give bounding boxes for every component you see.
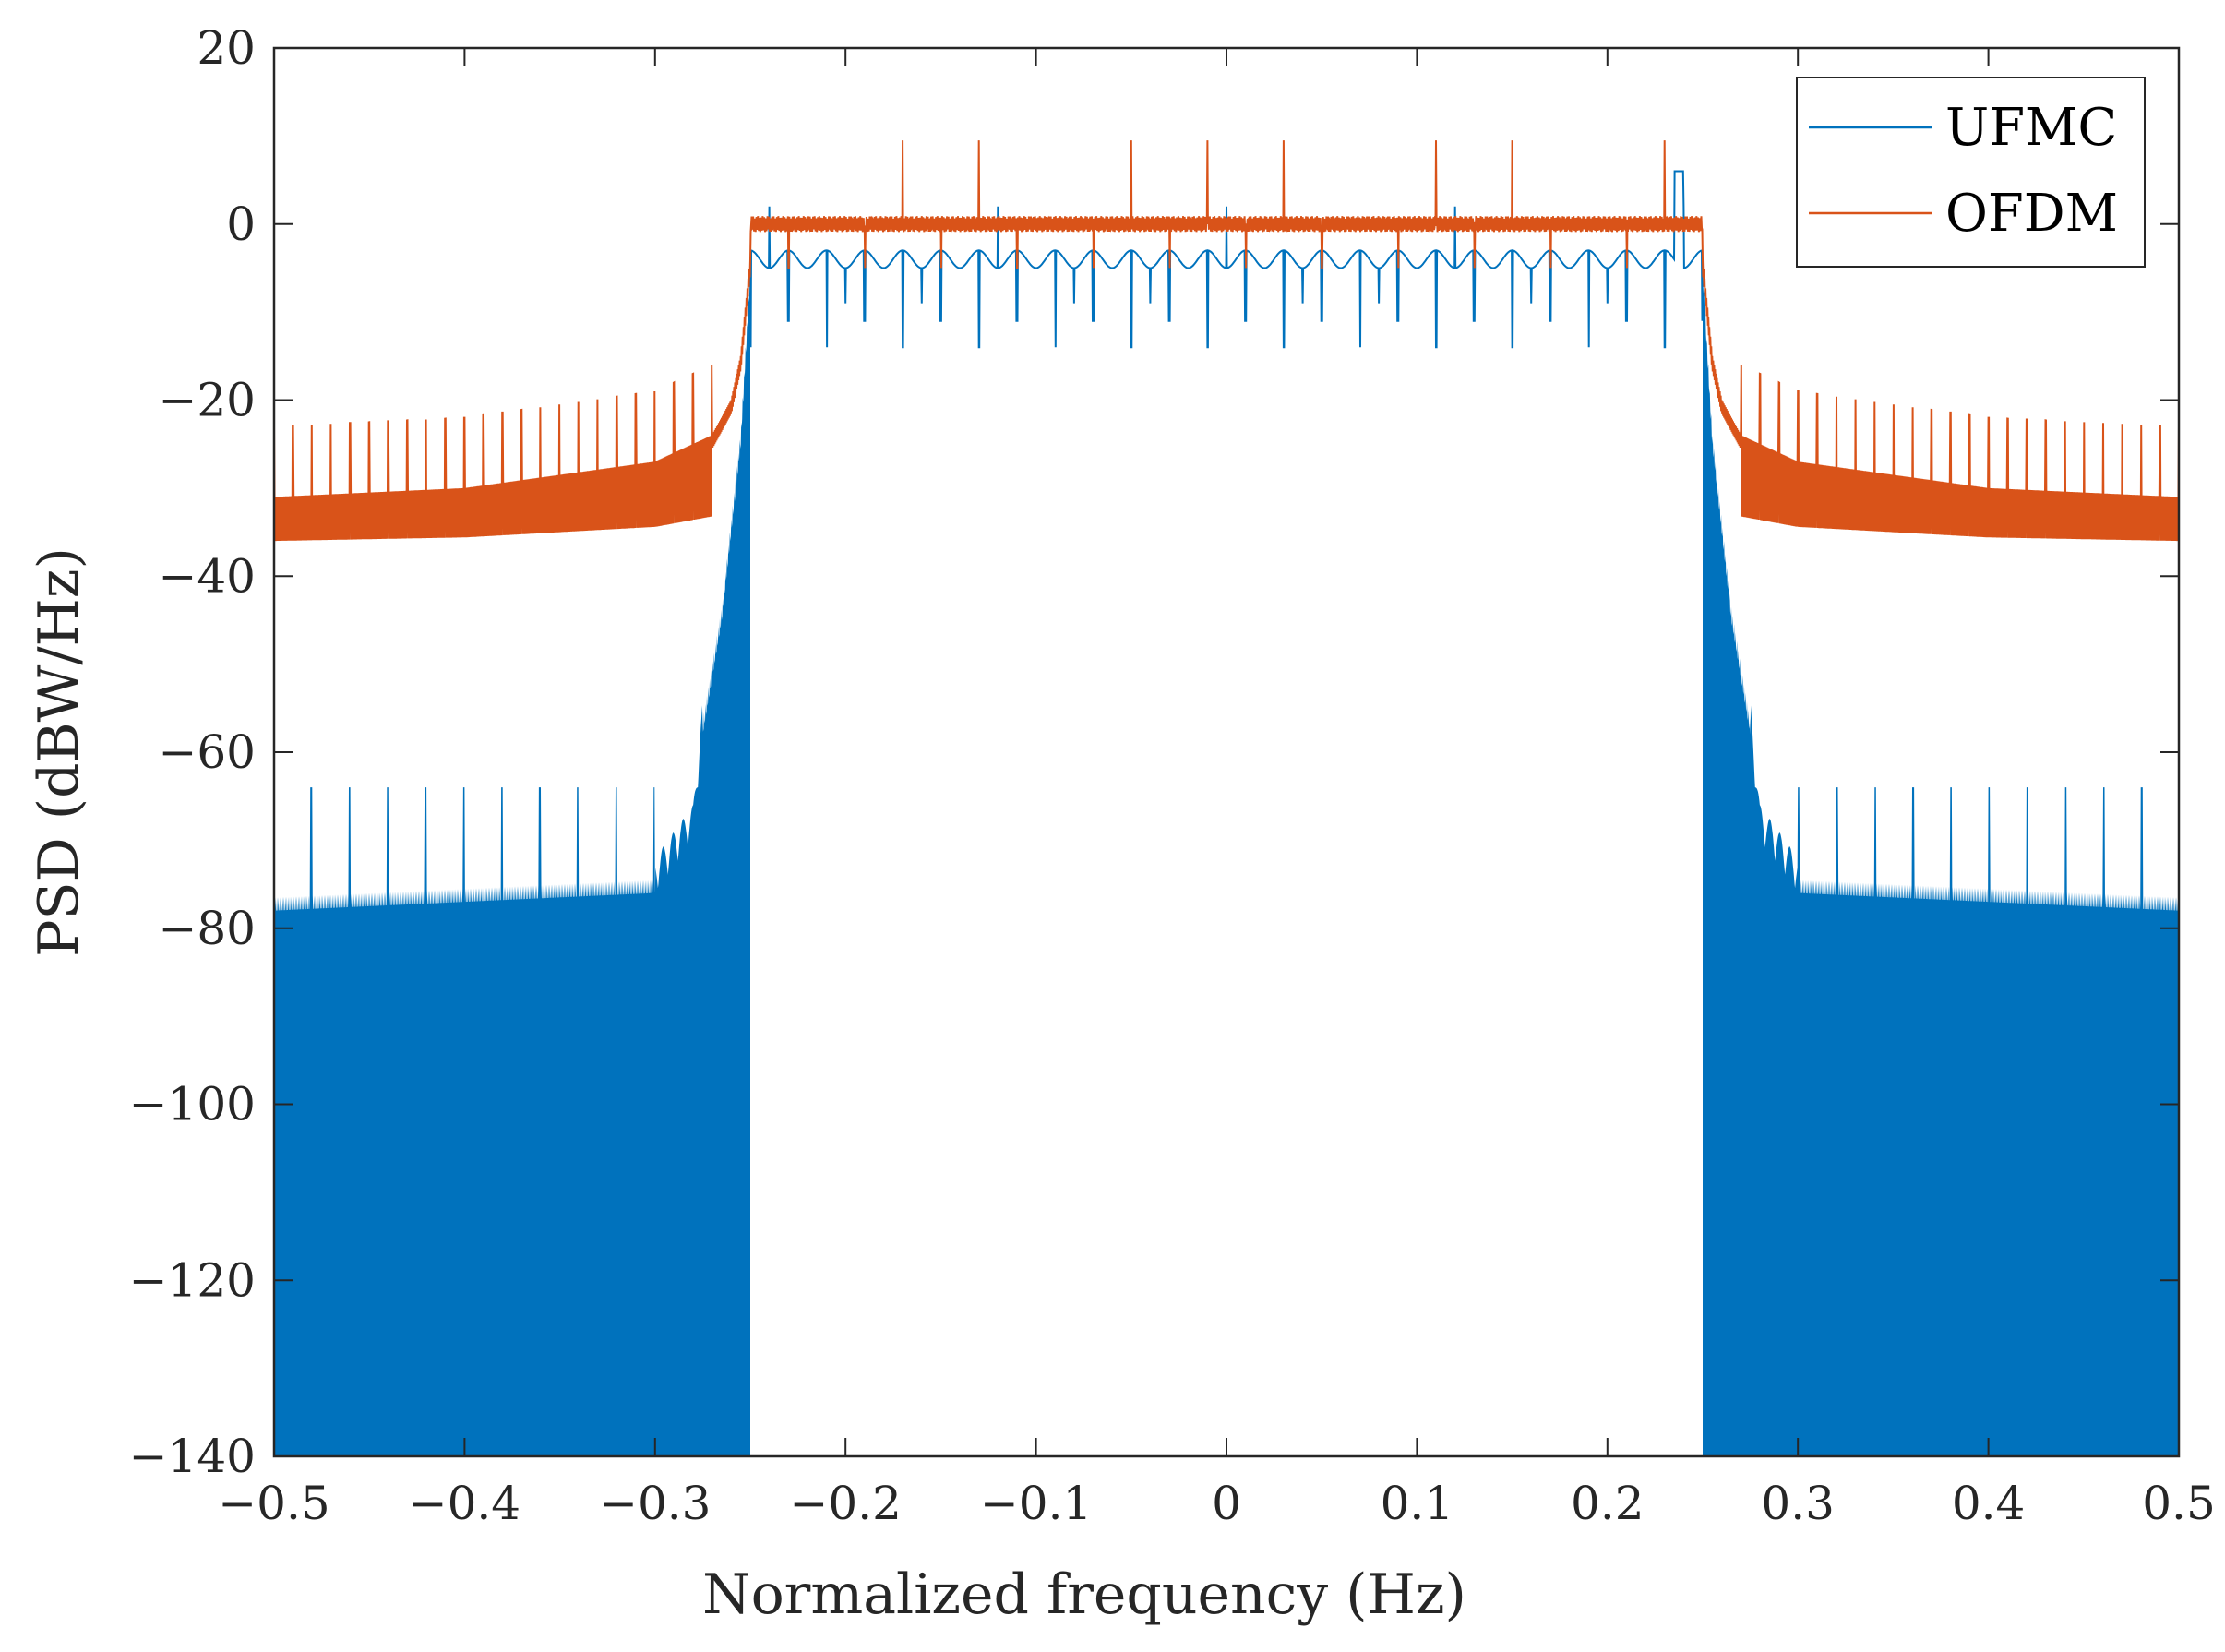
series-ofdm-line xyxy=(274,140,2179,542)
legend-ofdm-label: OFDM xyxy=(1945,184,2118,244)
y-axis: 20 0 −20 −40 −60 −80 −100 −120 −140 xyxy=(129,21,2179,1483)
legend: UFMC OFDM xyxy=(1796,77,2146,268)
y-tick-label: −100 xyxy=(129,1078,256,1131)
x-tick-label: −0.1 xyxy=(980,1477,1092,1530)
y-axis-label: PSD (dBW/Hz) xyxy=(27,547,91,957)
y-tick-label: −120 xyxy=(129,1253,256,1307)
x-tick-label: −0.5 xyxy=(218,1477,329,1530)
x-tick-label: 0.4 xyxy=(1952,1477,2026,1530)
x-tick-label: −0.4 xyxy=(409,1477,520,1530)
y-tick-label: −80 xyxy=(158,902,256,955)
series-ufmc-outband-fill xyxy=(274,263,2179,1456)
x-axis-label: Normalized frequency (Hz) xyxy=(702,1562,1466,1627)
series-ufmc-line xyxy=(749,170,1704,349)
y-tick-label: −20 xyxy=(158,374,256,427)
x-tick-label: 0.5 xyxy=(2142,1477,2216,1530)
x-tick-label: 0.3 xyxy=(1761,1477,1835,1530)
legend-ufmc-label: UFMC xyxy=(1945,98,2117,158)
x-tick-label: 0.1 xyxy=(1381,1477,1454,1530)
x-tick-label: −0.2 xyxy=(789,1477,901,1530)
x-tick-label: −0.3 xyxy=(599,1477,711,1530)
x-axis: −0.5 −0.4 −0.3 −0.2 −0.1 0 0.1 0.2 0.3 0.4 0.5 xyxy=(218,48,2216,1530)
x-tick-label: 0.2 xyxy=(1571,1477,1645,1530)
y-tick-label: −140 xyxy=(129,1430,256,1483)
y-tick-label: −60 xyxy=(158,725,256,779)
x-tick-label: 0 xyxy=(1212,1477,1241,1530)
legend-box xyxy=(1796,77,2146,268)
y-tick-label: 0 xyxy=(226,198,256,251)
y-tick-label: 20 xyxy=(197,21,256,75)
y-tick-label: −40 xyxy=(158,549,256,603)
